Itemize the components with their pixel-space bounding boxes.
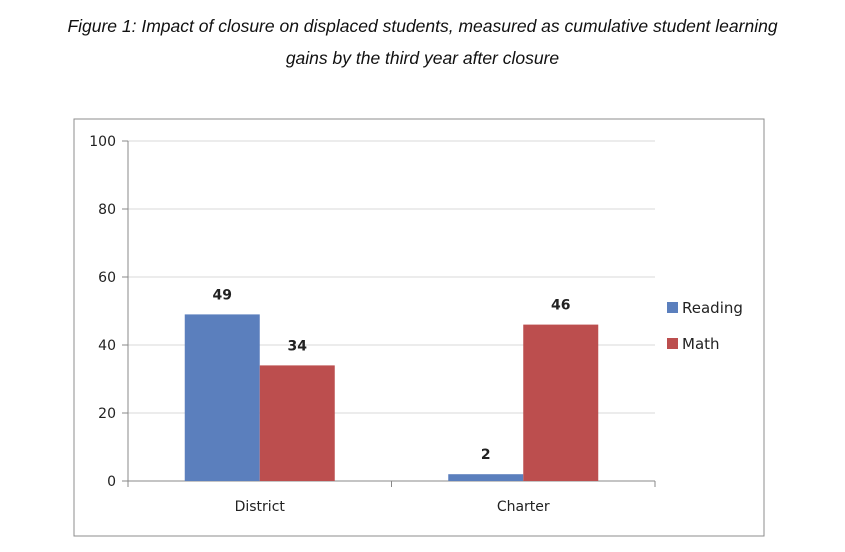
- caption-line-1: Figure 1: Impact of closure on displaced…: [67, 16, 778, 36]
- y-tick-label: 100: [89, 134, 116, 150]
- data-label: 49: [213, 287, 232, 303]
- y-tick-label: 80: [98, 202, 116, 218]
- x-category-label: Charter: [497, 499, 550, 515]
- legend-swatch: [667, 302, 678, 313]
- data-labels: 49 34 2 46: [213, 287, 571, 463]
- data-label: 2: [481, 447, 491, 463]
- y-tick-label: 60: [98, 270, 116, 286]
- bar-reading-district: [184, 314, 260, 481]
- bar-reading-charter: [448, 474, 524, 481]
- figure-caption: Figure 1: Impact of closure on displaced…: [0, 10, 845, 74]
- bar-math-charter: [523, 324, 599, 481]
- y-tick-label: 20: [98, 406, 116, 422]
- axes: 0 20 40 60 80 100 District Charter: [89, 134, 656, 515]
- legend-label: Math: [682, 335, 720, 353]
- data-label: 46: [551, 298, 570, 314]
- bar-math-district: [259, 365, 335, 481]
- legend: Reading Math: [667, 299, 743, 353]
- data-label: 34: [288, 338, 308, 354]
- legend-label: Reading: [682, 299, 743, 317]
- y-tick-label: 40: [98, 338, 116, 354]
- caption-line-2: gains by the third year after closure: [285, 48, 560, 68]
- bars: [184, 314, 599, 481]
- legend-swatch: [667, 338, 678, 349]
- x-category-label: District: [235, 499, 286, 515]
- chart-frame: [73, 118, 765, 537]
- y-tick-label: 0: [107, 474, 116, 490]
